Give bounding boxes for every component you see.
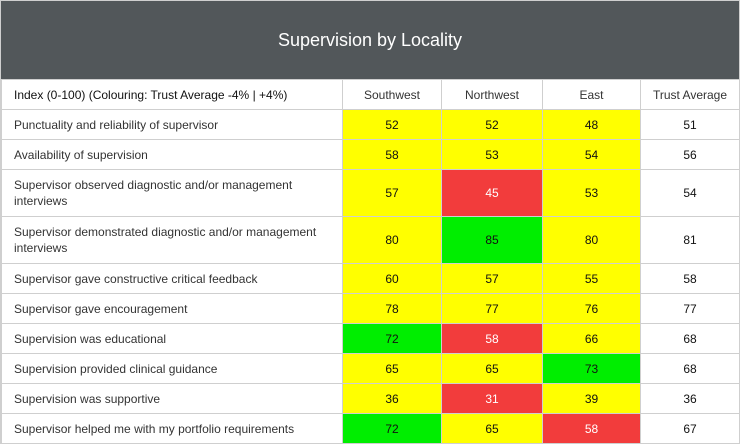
table-row: Supervisor helped me with my portfolio r… xyxy=(1,413,740,444)
value-cell: 56 xyxy=(640,139,740,170)
value-cell: 55 xyxy=(542,263,641,294)
table-header-row: Index (0-100) (Colouring: Trust Average … xyxy=(1,79,740,110)
column-header-northwest: Northwest xyxy=(441,79,543,110)
table-row: Supervision provided clinical guidance 65… xyxy=(1,353,740,384)
table-row: Supervision was supportive 36 31 39 36 xyxy=(1,383,740,414)
value-cell: 36 xyxy=(640,383,740,414)
value-cell: 67 xyxy=(640,413,740,444)
value-cell: 60 xyxy=(342,263,442,294)
value-cell: 53 xyxy=(542,169,641,217)
value-cell: 65 xyxy=(441,413,543,444)
value-cell: 78 xyxy=(342,293,442,324)
table-row: Supervisor observed diagnostic and/or ma… xyxy=(1,169,740,217)
value-cell: 80 xyxy=(542,216,641,264)
column-header-trust-average: Trust Average xyxy=(640,79,740,110)
table-row: Supervisor gave constructive critical fe… xyxy=(1,263,740,294)
value-cell: 65 xyxy=(441,353,543,384)
value-cell: 45 xyxy=(441,169,543,217)
value-cell: 81 xyxy=(640,216,740,264)
value-cell: 53 xyxy=(441,139,543,170)
value-cell: 85 xyxy=(441,216,543,264)
value-cell: 57 xyxy=(342,169,442,217)
table-row: Supervisor gave encouragement 78 77 76 77 xyxy=(1,293,740,324)
value-cell: 58 xyxy=(342,139,442,170)
value-cell: 72 xyxy=(342,323,442,354)
table-row: Supervision was educational 72 58 66 68 xyxy=(1,323,740,354)
value-cell: 58 xyxy=(441,323,543,354)
row-label: Supervisor gave encouragement xyxy=(1,293,343,324)
row-label: Supervisor gave constructive critical fe… xyxy=(1,263,343,294)
value-cell: 77 xyxy=(441,293,543,324)
table-body: Punctuality and reliability of superviso… xyxy=(1,109,740,444)
column-header-southwest: Southwest xyxy=(342,79,442,110)
value-cell: 51 xyxy=(640,109,740,140)
table-row: Supervisor demonstrated diagnostic and/o… xyxy=(1,216,740,264)
value-cell: 77 xyxy=(640,293,740,324)
row-label: Availability of supervision xyxy=(1,139,343,170)
value-cell: 66 xyxy=(542,323,641,354)
value-cell: 80 xyxy=(342,216,442,264)
column-header-east: East xyxy=(542,79,641,110)
value-cell: 58 xyxy=(640,263,740,294)
value-cell: 52 xyxy=(342,109,442,140)
supervision-table: Index (0-100) (Colouring: Trust Average … xyxy=(1,79,740,444)
value-cell: 36 xyxy=(342,383,442,414)
table-row: Availability of supervision 58 53 54 56 xyxy=(1,139,740,170)
value-cell: 54 xyxy=(640,169,740,217)
value-cell: 76 xyxy=(542,293,641,324)
row-label: Punctuality and reliability of superviso… xyxy=(1,109,343,140)
row-label: Supervisor helped me with my portfolio r… xyxy=(1,413,343,444)
value-cell: 57 xyxy=(441,263,543,294)
table-row: Punctuality and reliability of superviso… xyxy=(1,109,740,140)
value-cell: 68 xyxy=(640,323,740,354)
value-cell: 65 xyxy=(342,353,442,384)
value-cell: 58 xyxy=(542,413,641,444)
value-cell: 54 xyxy=(542,139,641,170)
value-cell: 39 xyxy=(542,383,641,414)
row-label: Supervisor demonstrated diagnostic and/o… xyxy=(1,216,343,264)
row-label: Supervision was supportive xyxy=(1,383,343,414)
row-label: Supervision was educational xyxy=(1,323,343,354)
value-cell: 72 xyxy=(342,413,442,444)
value-cell: 48 xyxy=(542,109,641,140)
value-cell: 73 xyxy=(542,353,641,384)
index-label: Index (0-100) (Colouring: Trust Average … xyxy=(1,79,343,110)
chart-title: Supervision by Locality xyxy=(1,1,739,79)
row-label: Supervisor observed diagnostic and/or ma… xyxy=(1,169,343,217)
value-cell: 68 xyxy=(640,353,740,384)
value-cell: 52 xyxy=(441,109,543,140)
value-cell: 31 xyxy=(441,383,543,414)
row-label: Supervision provided clinical guidance xyxy=(1,353,343,384)
